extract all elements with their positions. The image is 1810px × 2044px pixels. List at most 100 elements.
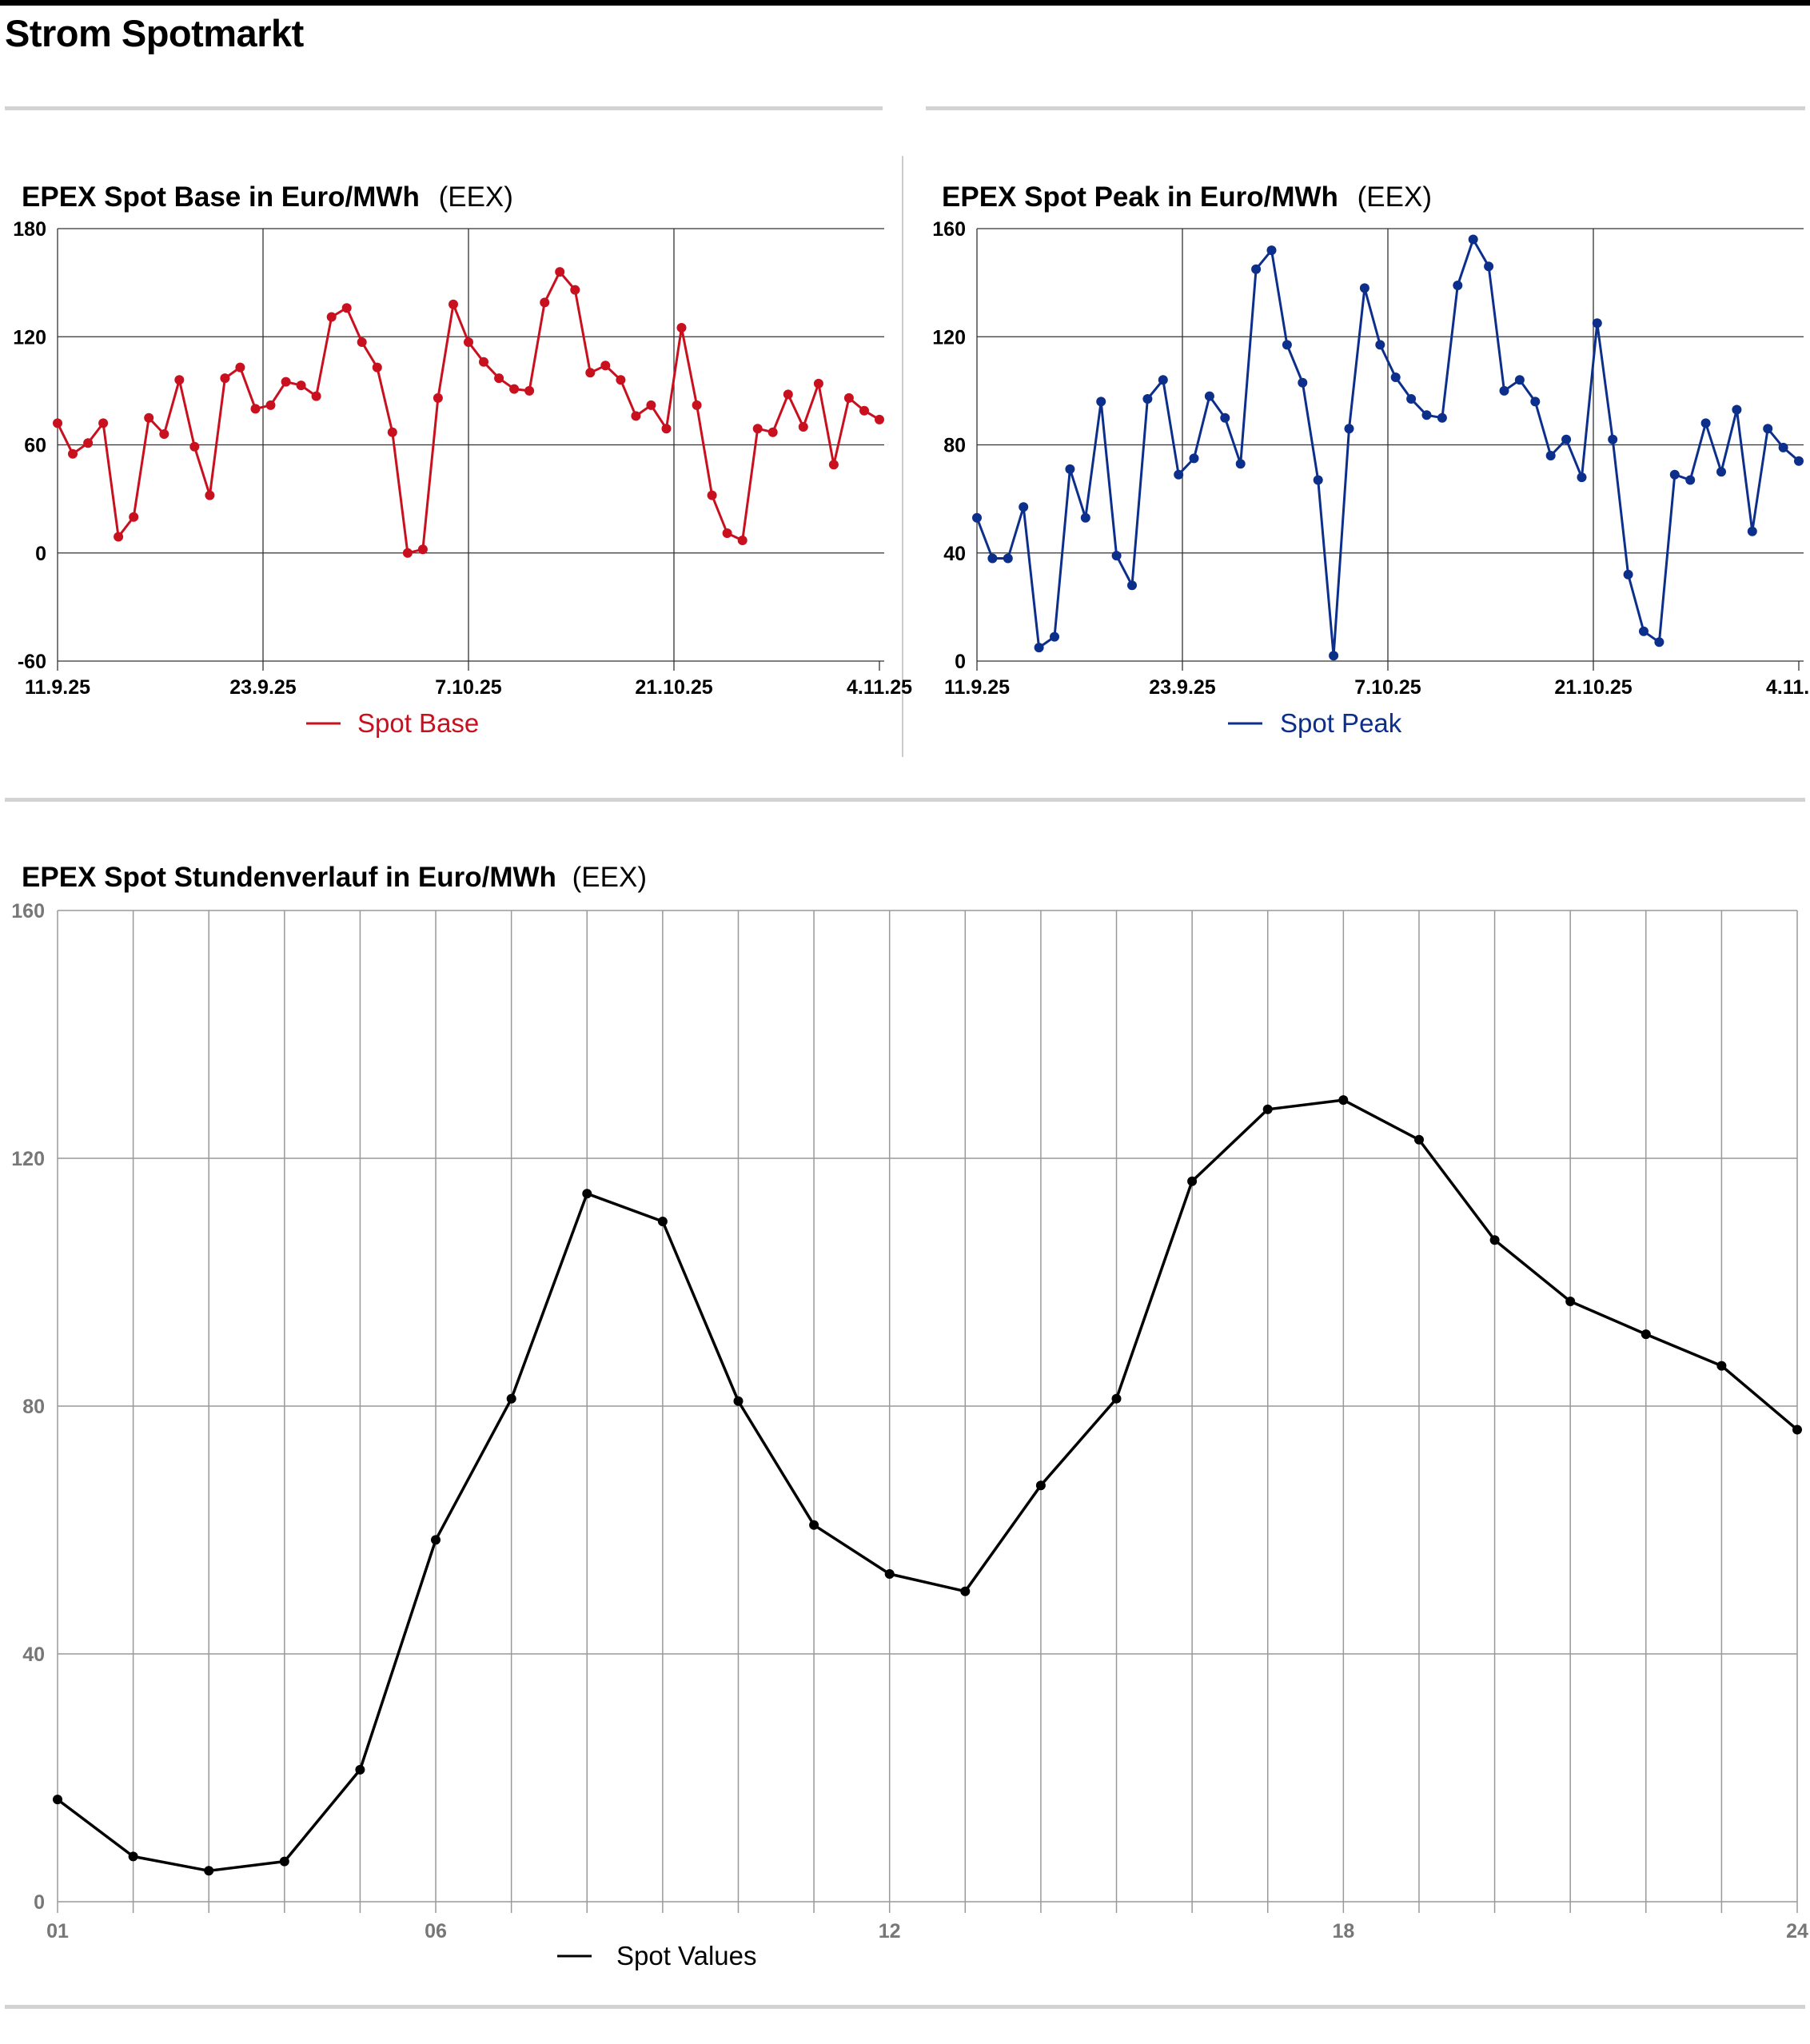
data-point bbox=[631, 411, 641, 421]
x-tick-label: 7.10.25 bbox=[1354, 676, 1421, 699]
data-point bbox=[657, 1217, 668, 1226]
spot-hourly-chart: EPEX Spot Stundenverlauf in Euro/MWh (EE… bbox=[11, 862, 1808, 1970]
data-point bbox=[1189, 453, 1199, 464]
data-point bbox=[250, 404, 261, 414]
page-title: Strom Spotmarkt bbox=[5, 12, 304, 54]
data-point bbox=[1251, 264, 1262, 274]
data-point bbox=[1174, 469, 1184, 480]
data-point bbox=[1034, 643, 1044, 653]
data-point bbox=[235, 362, 245, 373]
x-tick-label: 06 bbox=[425, 1920, 447, 1942]
data-point bbox=[1111, 1393, 1122, 1404]
data-point bbox=[1080, 512, 1090, 523]
data-point bbox=[1390, 373, 1401, 382]
data-point bbox=[144, 412, 154, 423]
data-point bbox=[1158, 375, 1168, 385]
x-tick-label: 24 bbox=[1786, 1920, 1808, 1942]
x-tick-label: 11.9.25 bbox=[944, 676, 1010, 699]
data-point bbox=[1437, 412, 1447, 423]
data-point bbox=[1414, 1134, 1424, 1145]
data-point bbox=[1453, 281, 1463, 290]
data-point bbox=[1545, 451, 1556, 460]
data-point bbox=[1565, 1297, 1576, 1306]
data-point bbox=[843, 392, 854, 403]
chart-legend: Spot Peak bbox=[1228, 708, 1402, 738]
data-point bbox=[1344, 424, 1354, 434]
data-point bbox=[1282, 340, 1292, 350]
data-point bbox=[1685, 475, 1696, 485]
x-tick-label: 4.11.25 bbox=[847, 676, 912, 699]
data-point bbox=[1065, 464, 1075, 474]
data-point bbox=[1716, 467, 1726, 477]
data-point bbox=[357, 337, 367, 347]
data-point bbox=[722, 528, 732, 538]
data-point bbox=[1514, 375, 1525, 385]
data-point bbox=[326, 312, 337, 322]
data-point bbox=[509, 384, 520, 394]
data-point bbox=[159, 429, 169, 439]
data-point bbox=[1338, 1095, 1349, 1106]
data-point bbox=[114, 532, 124, 542]
y-tick-label: 0 bbox=[34, 1891, 45, 1914]
data-point bbox=[449, 299, 458, 309]
data-point bbox=[341, 303, 352, 313]
y-tick-label: 80 bbox=[943, 435, 966, 457]
x-tick-label: 18 bbox=[1332, 1920, 1354, 1942]
data-point bbox=[402, 548, 413, 558]
x-tick-label: 23.9.25 bbox=[229, 676, 297, 699]
data-point bbox=[431, 1535, 441, 1545]
data-point bbox=[1050, 632, 1059, 642]
data-point bbox=[281, 377, 291, 387]
y-tick-label: 160 bbox=[11, 900, 45, 922]
data-point bbox=[1220, 412, 1230, 423]
svg-text:EPEX Spot Base in Euro/MWh: EPEX Spot Base in Euro/MWh (EEX) bbox=[22, 181, 513, 213]
data-point bbox=[884, 1569, 895, 1579]
data-point bbox=[828, 460, 839, 470]
data-point bbox=[479, 357, 488, 367]
spot-base-chart: EPEX Spot Base in Euro/MWh (EEX) 180 120 6… bbox=[13, 181, 912, 738]
data-point bbox=[1792, 1424, 1802, 1435]
section-rule-right bbox=[926, 106, 1805, 110]
data-point bbox=[859, 405, 869, 416]
data-point bbox=[1204, 391, 1214, 401]
data-point bbox=[1639, 626, 1649, 636]
data-point bbox=[1035, 1480, 1046, 1491]
data-point bbox=[265, 400, 276, 410]
y-tick-label: 120 bbox=[13, 326, 46, 349]
data-point bbox=[676, 323, 687, 333]
section-rule-left bbox=[5, 106, 883, 110]
data-point bbox=[1641, 1329, 1651, 1340]
data-point bbox=[1747, 526, 1757, 536]
data-point bbox=[1187, 1176, 1198, 1186]
chart-legend: Spot Values bbox=[557, 1941, 757, 1970]
data-point bbox=[355, 1764, 365, 1775]
data-point bbox=[1266, 245, 1277, 256]
legend-label: Spot Base bbox=[357, 708, 479, 738]
svg-text:EPEX Spot Peak in Euro/MWh: EPEX Spot Peak in Euro/MWh (EEX) bbox=[942, 181, 1432, 213]
x-tick-label: 11.9.25 bbox=[25, 676, 90, 699]
data-point bbox=[1794, 456, 1804, 466]
y-tick-label: 120 bbox=[11, 1148, 45, 1170]
data-point bbox=[68, 448, 78, 459]
chart-source: (EEX) bbox=[439, 181, 513, 213]
x-tick-label: 4.11.25 bbox=[1766, 676, 1810, 699]
data-point bbox=[129, 512, 139, 522]
data-point bbox=[1778, 442, 1788, 452]
data-point bbox=[1592, 318, 1602, 329]
data-point bbox=[813, 378, 823, 388]
data-point bbox=[752, 424, 763, 434]
y-tick-label: 120 bbox=[932, 326, 966, 349]
data-point bbox=[1003, 553, 1013, 564]
y-tick-label: -60 bbox=[18, 651, 46, 673]
data-point bbox=[1716, 1361, 1727, 1371]
data-point bbox=[189, 441, 200, 452]
data-point bbox=[798, 422, 808, 432]
chart-title: EPEX Spot Peak in Euro/MWh bbox=[942, 181, 1338, 213]
data-point bbox=[387, 427, 397, 437]
data-point bbox=[987, 553, 998, 564]
data-point bbox=[692, 400, 702, 410]
spot-peak-chart: EPEX Spot Peak in Euro/MWh (EEX) 160 120 8… bbox=[932, 181, 1810, 738]
data-point bbox=[372, 362, 382, 373]
data-point bbox=[1623, 569, 1633, 580]
data-point bbox=[1484, 261, 1494, 272]
